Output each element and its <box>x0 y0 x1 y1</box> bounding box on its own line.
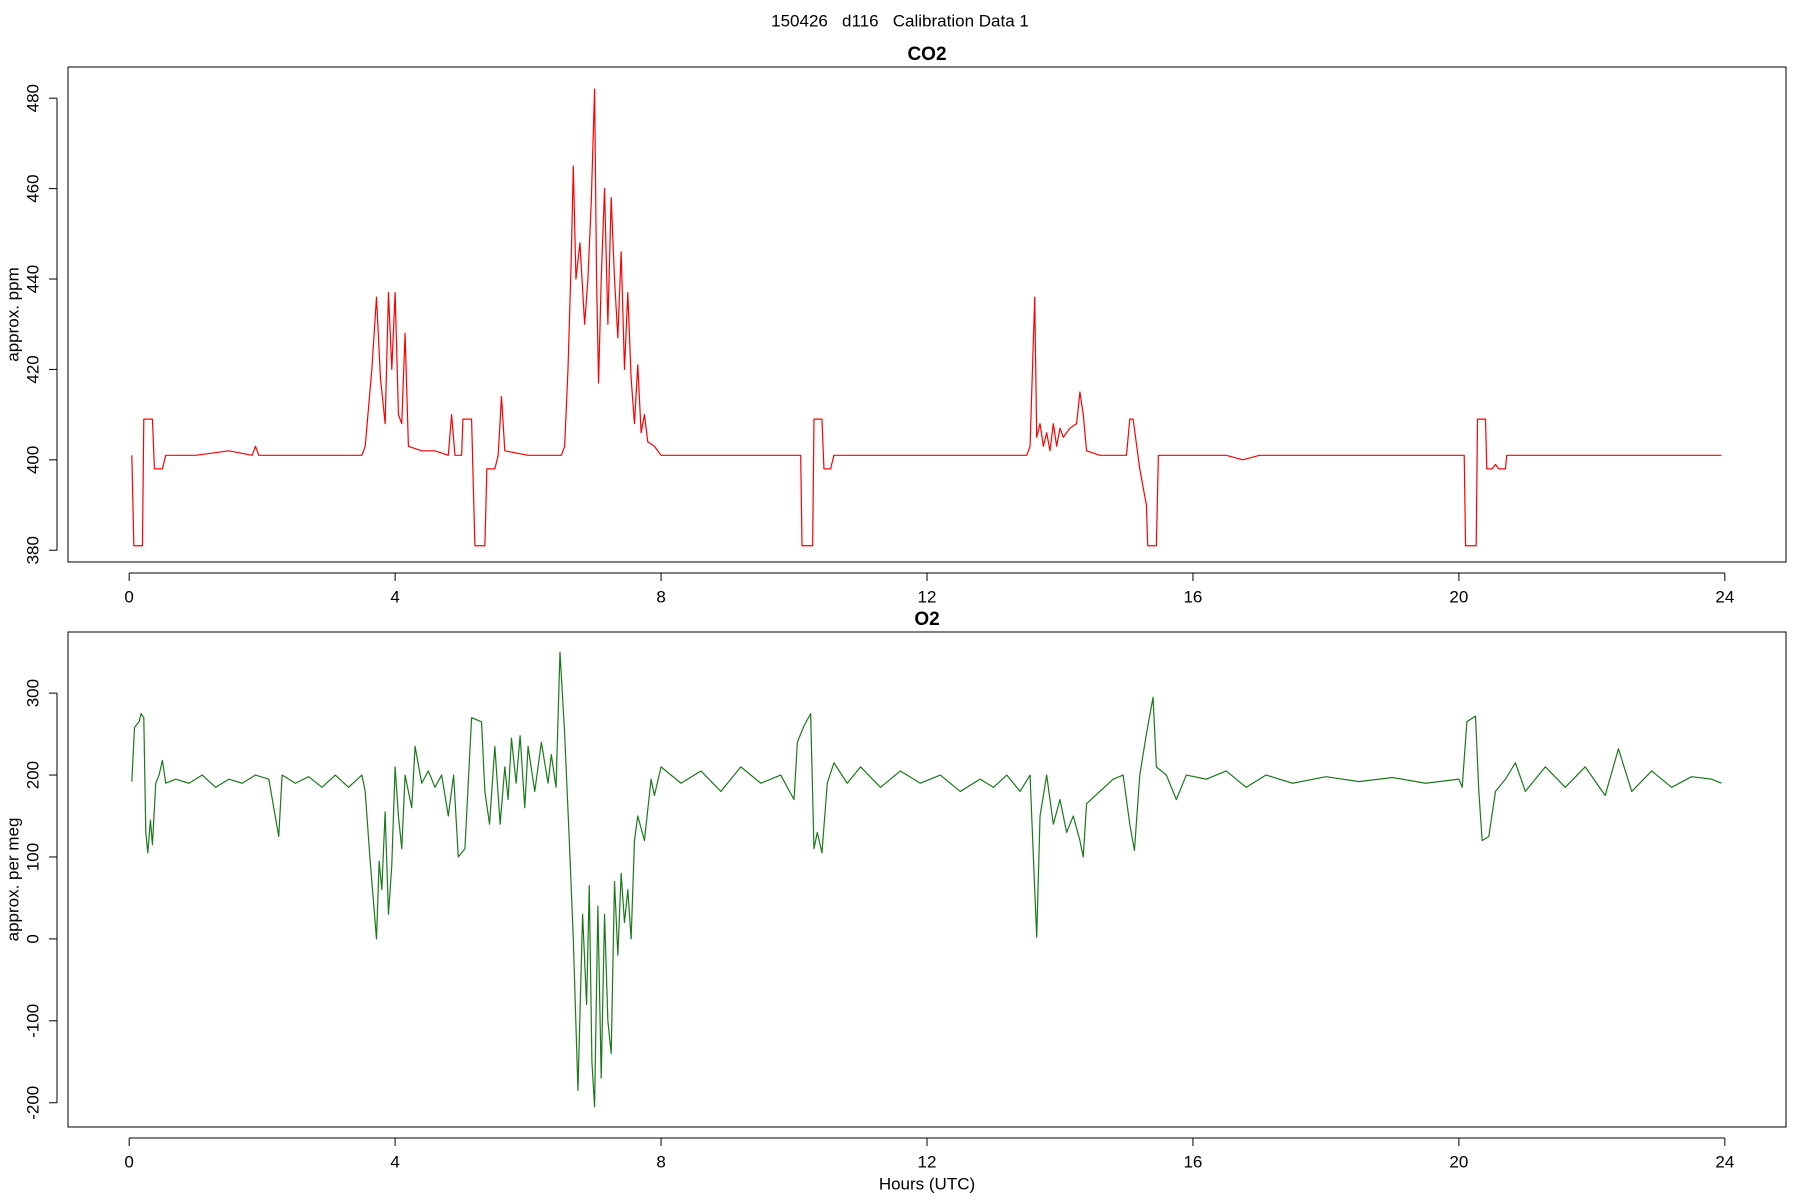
x-tick-label: 20 <box>1449 587 1468 606</box>
x-tick-label: 0 <box>124 587 133 606</box>
y-tick-label: 420 <box>23 355 42 383</box>
x-tick-label: 8 <box>656 587 665 606</box>
y-tick-label: 460 <box>23 174 42 202</box>
y-tick-label: 400 <box>23 446 42 474</box>
plot-box <box>67 631 1787 1128</box>
data-line <box>131 651 1722 1108</box>
x-tick-label: 16 <box>1183 1152 1202 1171</box>
y-tick-label: -100 <box>23 1004 42 1038</box>
x-tick-label: 20 <box>1449 1152 1468 1171</box>
y-tick-label: 100 <box>23 843 42 871</box>
x-tick-label: 16 <box>1183 587 1202 606</box>
x-axis-label: Hours (UTC) <box>879 1174 975 1193</box>
y-tick-label: 380 <box>23 536 42 564</box>
y-tick-label: 440 <box>23 265 42 293</box>
panel-title: CO2 <box>907 44 946 65</box>
figure-title: 150426 d116 Calibration Data 1 <box>771 11 1029 30</box>
x-tick-label: 24 <box>1715 587 1734 606</box>
x-tick-label: 4 <box>390 1152 399 1171</box>
y-tick-label: 300 <box>23 679 42 707</box>
y-tick-label: 480 <box>23 84 42 112</box>
x-tick-label: 12 <box>918 1152 937 1171</box>
data-line <box>131 88 1722 547</box>
x-tick-label: 0 <box>124 1152 133 1171</box>
panel-title: O2 <box>914 609 939 630</box>
y-tick-label: 200 <box>23 761 42 789</box>
y-tick-label: -200 <box>23 1086 42 1120</box>
plot-box <box>67 66 1787 563</box>
x-tick-label: 8 <box>656 1152 665 1171</box>
x-tick-label: 4 <box>390 587 399 606</box>
y-tick-label: 0 <box>23 934 42 943</box>
x-tick-label: 12 <box>918 587 937 606</box>
y-axis-label: approx. per meg <box>3 818 22 942</box>
y-axis-label: approx. ppm <box>3 267 22 362</box>
x-tick-label: 24 <box>1715 1152 1734 1171</box>
